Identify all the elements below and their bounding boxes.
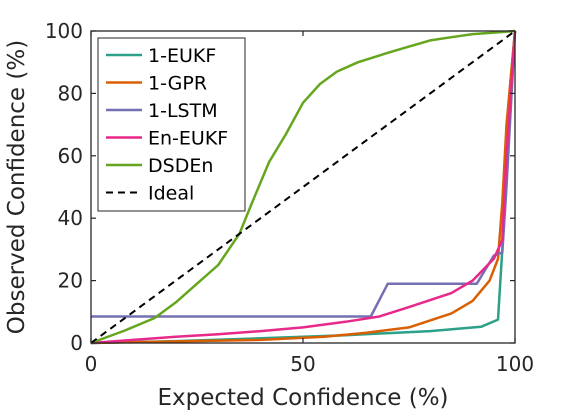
legend: 1-EUKF 1-GPR 1-LSTM En-EUKF DSDEn Ideal	[97, 37, 246, 212]
y-tick-label: 80	[58, 81, 83, 105]
y-tick-label: 100	[45, 19, 83, 43]
legend-label: 1-LSTM	[148, 100, 218, 122]
series-layer	[90, 29, 517, 345]
y-axis-label: Observed Confidence (%)	[4, 40, 30, 334]
y-tick-label: 40	[58, 206, 83, 230]
legend-label: En-EUKF	[148, 128, 228, 150]
legend-label: DSDEn	[148, 155, 213, 177]
series-line-1-gpr	[90, 30, 517, 345]
series-line-ideal	[90, 30, 516, 344]
series-line-dsden	[90, 29, 516, 345]
legend-label: 1-GPR	[148, 73, 207, 95]
legend-box	[97, 37, 246, 212]
x-tick-label: 100	[496, 352, 534, 376]
series-line-en-eukf	[90, 30, 517, 345]
y-tick-label: 60	[58, 144, 83, 168]
x-tick-label: 50	[290, 352, 315, 376]
legend-label: 1-EUKF	[148, 45, 216, 67]
x-axis-label: Expected Confidence (%)	[157, 385, 448, 411]
x-tick-label: 0	[85, 352, 98, 376]
y-tick-label: 20	[58, 269, 83, 293]
y-tick-label: 0	[70, 331, 83, 355]
axes: 0 50 100 0 20 40 60 80 100	[45, 19, 534, 376]
legend-label: Ideal	[148, 183, 194, 205]
